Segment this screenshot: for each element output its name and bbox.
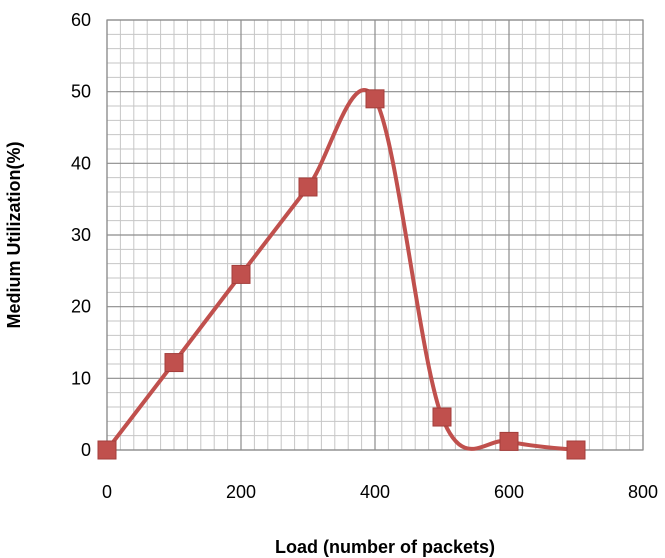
y-tick-label: 20 — [71, 297, 91, 317]
data-point-marker — [298, 177, 318, 197]
y-tick-label: 30 — [71, 225, 91, 245]
y-tick-label: 40 — [71, 153, 91, 173]
data-point-marker — [231, 264, 251, 284]
y-tick-label: 60 — [71, 10, 91, 30]
x-tick-label: 0 — [102, 482, 112, 502]
y-axis-ticks: 0 10 20 30 40 50 60 — [71, 10, 91, 460]
x-axis-ticks: 0 200 400 600 800 — [102, 482, 658, 502]
data-point-marker — [566, 440, 586, 460]
x-tick-label: 600 — [494, 482, 524, 502]
y-tick-label: 10 — [71, 368, 91, 388]
x-axis-title: Load (number of packets) — [275, 537, 495, 557]
y-axis-title: Medium Utilization(%) — [4, 142, 24, 329]
x-tick-label: 400 — [360, 482, 390, 502]
data-point-marker — [432, 407, 452, 427]
data-point-marker — [164, 353, 184, 373]
x-tick-label: 800 — [628, 482, 658, 502]
data-point-marker — [365, 89, 385, 109]
plot-area-border — [106, 19, 644, 451]
data-point-marker — [499, 431, 519, 451]
x-tick-label: 200 — [226, 482, 256, 502]
y-tick-label: 50 — [71, 82, 91, 102]
y-tick-label: 0 — [81, 440, 91, 460]
data-point-marker — [97, 440, 117, 460]
series-line — [105, 88, 578, 452]
plot-border — [106, 19, 644, 451]
series-layer — [97, 88, 586, 460]
